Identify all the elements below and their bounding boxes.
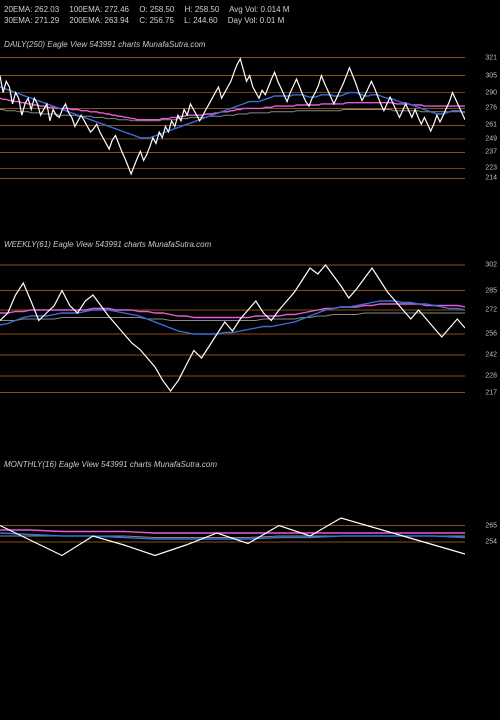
ema-short-line — [0, 87, 465, 138]
dayvol-label: Day Vol: 0.01 M — [228, 16, 284, 25]
y-label: 237 — [484, 149, 498, 156]
ema-long-line — [0, 530, 465, 533]
y-label: 242 — [484, 352, 498, 359]
y-label: 217 — [484, 389, 498, 396]
y-label: 276 — [484, 105, 498, 112]
chart-svg — [0, 53, 465, 183]
y-label: 256 — [484, 331, 498, 338]
price-line — [0, 265, 465, 391]
y-label: 272 — [484, 307, 498, 314]
ema200-label: 200EMA: 263.94 — [69, 16, 129, 25]
ema20-label: 20EMA: 262.03 — [4, 5, 59, 14]
y-label: 261 — [484, 122, 498, 129]
y-label: 302 — [484, 262, 498, 269]
y-label: 265 — [484, 522, 498, 529]
price-line — [0, 59, 465, 174]
daily-chart-body: 321 305 290 276 261 249 237 223 214 — [0, 53, 500, 183]
weekly-chart-title: WEEKLY(61) Eagle View 543991 charts Muna… — [0, 240, 500, 249]
close-label: C: 256.75 — [139, 16, 174, 25]
header-line-2: 30EMA: 271.29 200EMA: 263.94 C: 256.75 L… — [4, 15, 297, 26]
monthly-chart: MONTHLY(16) Eagle View 543991 charts Mun… — [0, 460, 500, 623]
ema100-label: 100EMA: 272.46 — [69, 5, 129, 14]
avgvol-label: Avg Vol: 0.014 M — [229, 5, 289, 14]
high-label: H: 258.50 — [185, 5, 220, 14]
y-label: 305 — [484, 72, 498, 79]
chart-svg — [0, 253, 465, 403]
price-line — [0, 518, 465, 556]
open-label: O: 258.50 — [139, 5, 174, 14]
weekly-chart-body: 302 285 272 256 242 228 217 — [0, 253, 500, 403]
y-label: 214 — [484, 175, 498, 182]
monthly-chart-title: MONTHLY(16) Eagle View 543991 charts Mun… — [0, 460, 500, 469]
y-label: 285 — [484, 287, 498, 294]
indicator-header: 20EMA: 262.03 100EMA: 272.46 O: 258.50 H… — [4, 4, 297, 26]
low-label: L: 244.60 — [184, 16, 217, 25]
y-label: 254 — [484, 539, 498, 546]
ema-other-line — [0, 313, 465, 321]
y-label: 321 — [484, 54, 498, 61]
monthly-chart-body: 265 254 — [0, 473, 500, 623]
y-label: 223 — [484, 165, 498, 172]
header-line-1: 20EMA: 262.03 100EMA: 272.46 O: 258.50 H… — [4, 4, 297, 15]
daily-chart-title: DAILY(250) Eagle View 543991 charts Muna… — [0, 40, 500, 49]
chart-svg — [0, 473, 465, 623]
daily-chart: DAILY(250) Eagle View 543991 charts Muna… — [0, 40, 500, 183]
y-label: 249 — [484, 135, 498, 142]
y-label: 228 — [484, 373, 498, 380]
y-label: 290 — [484, 89, 498, 96]
weekly-chart: WEEKLY(61) Eagle View 543991 charts Muna… — [0, 240, 500, 403]
ema30-label: 30EMA: 271.29 — [4, 16, 59, 25]
